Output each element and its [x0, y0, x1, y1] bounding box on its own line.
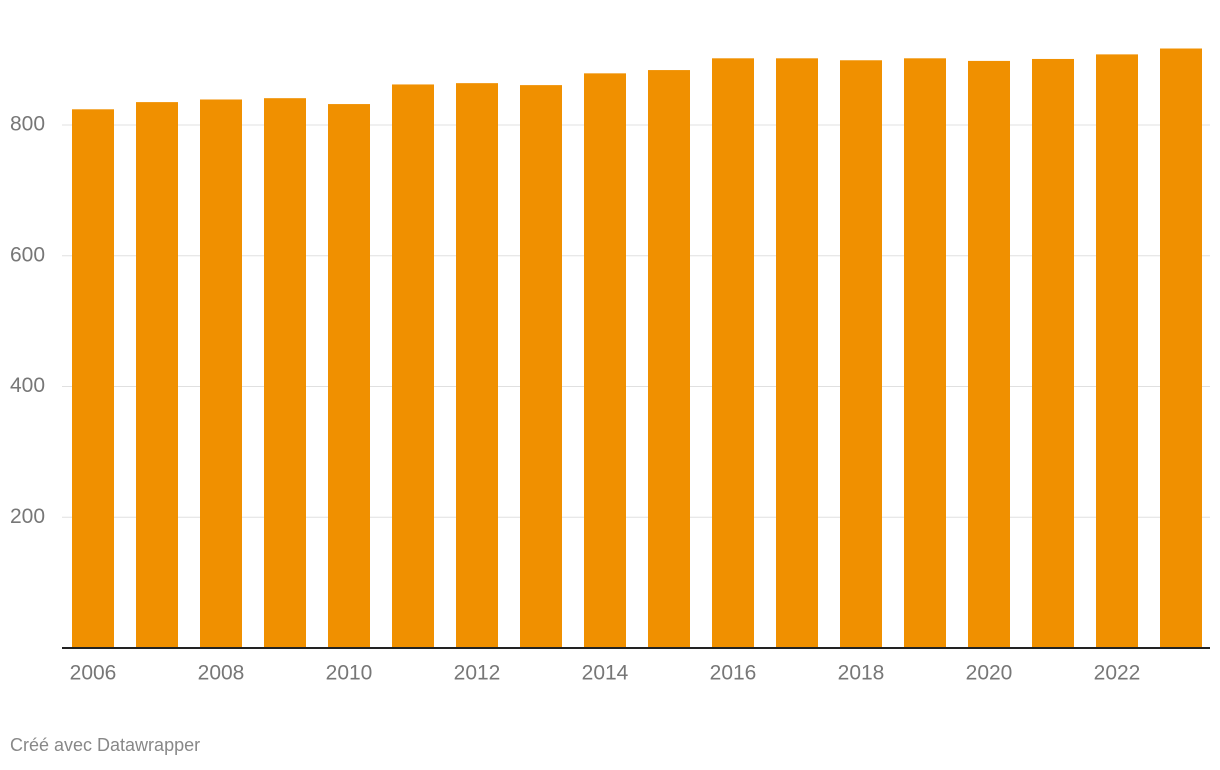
bar	[712, 58, 754, 649]
bar	[840, 60, 882, 649]
bar	[392, 84, 434, 648]
y-tick-label: 200	[10, 505, 45, 528]
bar	[264, 98, 306, 649]
bar	[328, 104, 370, 648]
x-tick-label: 2018	[838, 662, 885, 685]
bar	[136, 102, 178, 648]
x-tick-label: 2014	[582, 662, 629, 685]
bar	[200, 99, 242, 648]
x-tick-label: 2022	[1094, 662, 1141, 685]
bar	[648, 70, 690, 648]
credit: Créé avec Datawrapper	[10, 735, 200, 755]
bar	[776, 58, 818, 649]
bar	[1096, 54, 1138, 648]
x-tick-label: 2016	[710, 662, 757, 685]
x-tick-label: 2008	[198, 662, 245, 685]
y-tick-label: 600	[10, 243, 45, 266]
bar	[456, 83, 498, 649]
x-tick-label: 2012	[454, 662, 501, 685]
bar	[584, 73, 626, 649]
bar	[520, 85, 562, 648]
bar	[1160, 48, 1202, 649]
x-tick-label: 2006	[70, 662, 117, 685]
bar	[1032, 58, 1074, 648]
bar	[72, 109, 114, 648]
y-tick-label: 800	[10, 113, 45, 136]
x-tick-label: 2010	[326, 662, 373, 685]
y-tick-label: 400	[10, 374, 45, 397]
bar	[904, 58, 946, 649]
bar	[968, 60, 1010, 649]
x-tick-label: 2020	[966, 662, 1013, 685]
